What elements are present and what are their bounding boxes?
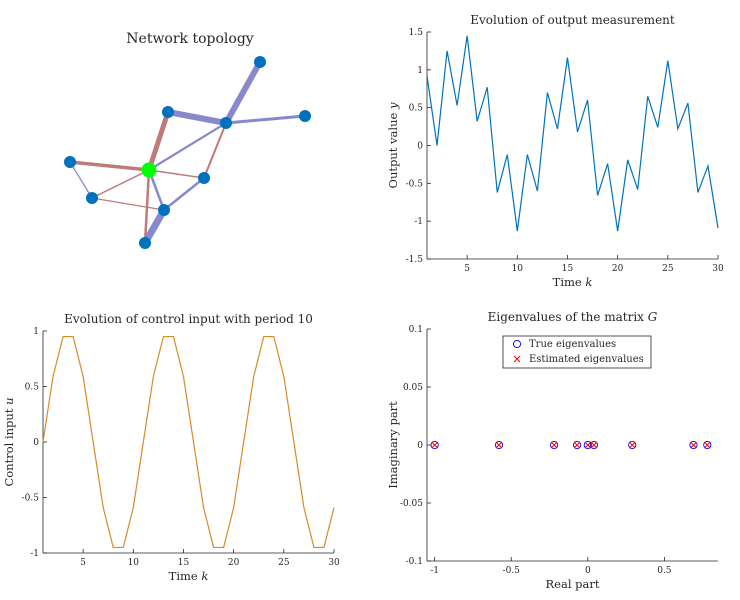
estimated-eigenvalue-point bbox=[431, 441, 439, 449]
output-y-tick-label: -1 bbox=[414, 217, 423, 227]
legend-est-label: Estimated eigenvalues bbox=[529, 354, 644, 365]
true-eigenvalue-point bbox=[703, 440, 712, 450]
network-edge bbox=[162, 176, 206, 212]
output-x-tick-label: 10 bbox=[512, 264, 524, 274]
output-axes: 5 10 15 20 25 30 -1.5 -1 -0.5 0 0.5 1 1.5 Evolution o… bbox=[386, 13, 724, 289]
network-node bbox=[254, 56, 266, 68]
control-y-tick-label: 1 bbox=[33, 327, 39, 337]
estimated-eigenvalue-point bbox=[703, 441, 711, 449]
estimated-eigenvalue-point bbox=[590, 441, 598, 449]
eigen-legend: True eigenvalues Estimated eigenvalues bbox=[502, 335, 652, 369]
network-edge bbox=[143, 168, 151, 245]
eigen-x-tick-label: -0.5 bbox=[503, 566, 521, 576]
control-x-tick-label: 30 bbox=[328, 558, 340, 568]
output-y-label: Output value y bbox=[386, 102, 400, 188]
true-eigenvalue-point bbox=[689, 440, 698, 450]
true-eigenvalue-point bbox=[550, 440, 559, 450]
eigen-x-tick-label: 0.5 bbox=[657, 566, 672, 576]
control-y-tick-label: 0 bbox=[33, 438, 39, 448]
network-edge bbox=[91, 197, 165, 211]
legend-est-marker bbox=[513, 355, 521, 363]
network-node bbox=[139, 237, 151, 249]
control-x-label: Time k bbox=[169, 569, 209, 583]
network-edge bbox=[147, 121, 228, 172]
control-x-tick-label: 25 bbox=[278, 558, 290, 568]
eigen-y-tick-label: 0.05 bbox=[403, 383, 423, 393]
network-edge bbox=[141, 206, 168, 247]
output-x-tick-label: 5 bbox=[464, 264, 470, 274]
control-y-tick-label: -1 bbox=[30, 549, 39, 559]
estimated-eigenvalue-point bbox=[550, 441, 558, 449]
eigen-title: Eigenvalues of the matrix G bbox=[488, 310, 658, 324]
eigen-x-label: Real part bbox=[546, 577, 600, 591]
output-y-tick-label: -1.5 bbox=[406, 255, 424, 265]
legend-true-label: True eigenvalues bbox=[529, 339, 616, 350]
true-eigenvalue-point bbox=[583, 440, 592, 450]
network-node bbox=[86, 192, 98, 204]
network-edge bbox=[223, 59, 263, 126]
output-y-tick-label: 1 bbox=[417, 66, 423, 76]
network-edge bbox=[224, 114, 307, 125]
network-edge bbox=[146, 109, 171, 173]
estimated-eigenvalue-point bbox=[584, 441, 592, 449]
control-title: Evolution of control input with period 1… bbox=[64, 312, 313, 326]
network-edge bbox=[165, 109, 229, 126]
output-series-line bbox=[426, 35, 719, 232]
eigen-y-tick-label: -0.05 bbox=[400, 499, 423, 509]
estimated-eigenvalue-point bbox=[628, 441, 636, 449]
output-x-tick-label: 15 bbox=[562, 264, 574, 274]
control-series-line bbox=[42, 335, 335, 549]
control-x-tick-label: 15 bbox=[178, 558, 190, 568]
network-node bbox=[64, 156, 76, 168]
output-x-tick-label: 20 bbox=[612, 264, 624, 274]
estimated-eigenvalue-point bbox=[573, 441, 581, 449]
output-x-tick-label: 30 bbox=[712, 264, 724, 274]
output-x-tick-label: 25 bbox=[662, 264, 674, 274]
network-edge bbox=[91, 169, 150, 199]
eigen-axes: -1 -0.5 0 0.5 -0.1 -0.05 0 0.05 0.1 Eigenvalues o… bbox=[386, 310, 718, 591]
eigen-y-tick-label: -0.1 bbox=[406, 557, 423, 567]
control-y-tick-label: -0.5 bbox=[22, 494, 40, 504]
control-x-tick-label: 10 bbox=[128, 558, 140, 568]
control-y-tick-label: 0.5 bbox=[25, 383, 40, 393]
true-eigenvalue-point bbox=[430, 440, 439, 450]
eigen-y-tick-label: 0.1 bbox=[409, 325, 423, 335]
network-hub-node bbox=[141, 162, 157, 178]
legend-box bbox=[502, 335, 652, 369]
true-eigenvalue-point bbox=[494, 440, 504, 450]
control-axes: 5 10 15 20 25 30 -1 -0.5 0 0.5 1 Evolution of contr… bbox=[2, 312, 340, 583]
network-node bbox=[162, 106, 174, 118]
true-eigenvalue-point bbox=[589, 440, 598, 450]
eigen-y-label: Imaginary part bbox=[386, 401, 400, 489]
network-node bbox=[158, 204, 170, 216]
true-eigenvalue-point bbox=[628, 440, 637, 450]
eigen-x-tick-label: -1 bbox=[430, 566, 439, 576]
eigen-x-tick-label: 0 bbox=[585, 566, 591, 576]
network-edge bbox=[69, 161, 93, 199]
control-y-label: Control input u bbox=[2, 397, 16, 486]
network-edge bbox=[68, 160, 151, 172]
estimated-eigenvalue-point bbox=[495, 441, 503, 449]
control-x-tick-label: 20 bbox=[228, 558, 240, 568]
output-y-tick-label: 1.5 bbox=[409, 28, 424, 38]
topology-graph: Network topology bbox=[64, 31, 311, 249]
output-y-tick-label: -0.5 bbox=[406, 179, 424, 189]
estimated-eigenvalue-point bbox=[690, 441, 697, 449]
network-node bbox=[299, 110, 311, 122]
network-node bbox=[198, 172, 210, 184]
topology-title: Network topology bbox=[126, 31, 254, 47]
eigen-y-tick-label: 0 bbox=[417, 441, 423, 451]
network-edge bbox=[203, 122, 227, 179]
output-y-tick-label: 0 bbox=[417, 142, 423, 152]
control-x-tick-label: 5 bbox=[80, 558, 86, 568]
network-node bbox=[220, 117, 232, 129]
true-eigenvalue-point bbox=[573, 440, 582, 450]
output-title: Evolution of output measurement bbox=[470, 13, 675, 27]
output-y-tick-label: 0.5 bbox=[409, 104, 424, 114]
output-x-label: Time k bbox=[553, 275, 593, 289]
legend-true-marker bbox=[512, 339, 522, 349]
network-edge bbox=[148, 169, 205, 179]
